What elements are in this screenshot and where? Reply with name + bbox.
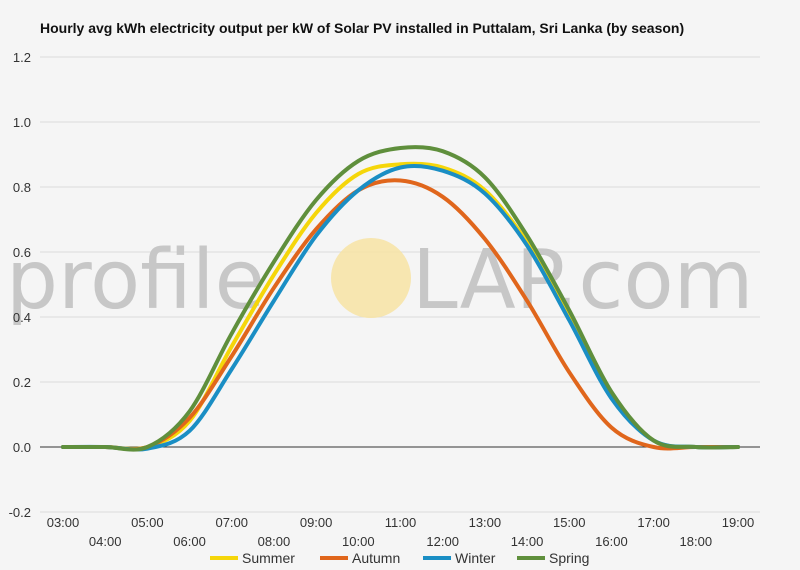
x-tick-label: 09:00 xyxy=(300,515,333,530)
x-tick-label: 05:00 xyxy=(131,515,164,530)
y-tick-label: 0.6 xyxy=(13,245,31,260)
chart-title: Hourly avg kWh electricity output per kW… xyxy=(40,20,684,36)
x-tick-label: 17:00 xyxy=(637,515,670,530)
x-tick-label: 03:00 xyxy=(47,515,80,530)
watermark-left-text: profile xyxy=(6,233,265,328)
series-line-winter xyxy=(61,163,740,452)
x-tick-label: 16:00 xyxy=(595,534,628,549)
y-tick-label: 0.2 xyxy=(13,375,31,390)
legend-label: Autumn xyxy=(352,550,400,566)
x-tick-label: 10:00 xyxy=(342,534,375,549)
y-tick-label: 0.0 xyxy=(13,440,31,455)
x-tick-label: 07:00 xyxy=(215,515,248,530)
x-tick-label: 15:00 xyxy=(553,515,586,530)
legend: Summer Autumn Winter Spring xyxy=(210,550,589,566)
x-tick-label: 12:00 xyxy=(426,534,459,549)
y-axis-ticks: 1.2 1.0 0.8 0.6 0.4 0.2 0.0 -0.2 xyxy=(9,50,31,520)
x-tick-label: 08:00 xyxy=(258,534,291,549)
x-axis-ticks: 03:00 04:00 05:00 06:00 07:00 08:00 09:00 10:00… xyxy=(47,515,755,549)
legend-item-summer: Summer xyxy=(210,550,295,566)
x-tick-label: 06:00 xyxy=(173,534,206,549)
x-tick-label: 18:00 xyxy=(680,534,713,549)
series-line-autumn xyxy=(61,178,740,452)
legend-item-autumn: Autumn xyxy=(320,550,400,566)
x-tick-label: 14:00 xyxy=(511,534,544,549)
legend-item-winter: Winter xyxy=(423,550,496,566)
legend-label: Winter xyxy=(455,550,496,566)
y-tick-label: 0.8 xyxy=(13,180,31,195)
y-tick-label: 1.0 xyxy=(13,115,31,130)
watermark: profile LAP.com xyxy=(6,233,754,328)
watermark-right-text: LAP.com xyxy=(412,233,754,328)
x-tick-label: 13:00 xyxy=(469,515,502,530)
y-tick-label: 0.4 xyxy=(13,310,31,325)
legend-label: Spring xyxy=(549,550,589,566)
y-tick-label: 1.2 xyxy=(13,50,31,65)
legend-item-spring: Spring xyxy=(517,550,589,566)
legend-label: Summer xyxy=(242,550,295,566)
series-line-spring xyxy=(61,145,740,452)
x-tick-label: 04:00 xyxy=(89,534,122,549)
series-lines xyxy=(61,145,740,452)
x-tick-label: 19:00 xyxy=(722,515,755,530)
watermark-sun xyxy=(331,238,411,318)
x-tick-label: 11:00 xyxy=(385,515,417,530)
y-tick-label: -0.2 xyxy=(9,505,31,520)
